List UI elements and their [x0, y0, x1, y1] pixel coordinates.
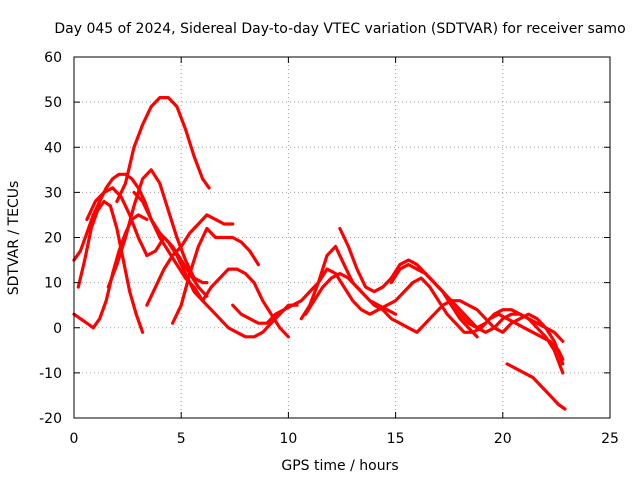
y-tick-label: 50: [44, 95, 62, 111]
series-arc-o: [415, 267, 565, 375]
series-arc-j: [231, 267, 565, 361]
series-arc-c: [76, 199, 145, 334]
series-arc-h: [132, 190, 290, 339]
y-tick-label: 40: [44, 140, 62, 156]
chart-title: Day 045 of 2024, Sidereal Day-to-day VTE…: [54, 21, 625, 37]
y-tick-label: 10: [44, 276, 62, 292]
series-arc-i: [171, 226, 260, 325]
y-tick-label: -10: [39, 366, 62, 382]
series-arc-d: [85, 186, 209, 298]
x-tick-label: 20: [494, 431, 512, 447]
y-tick-label: 30: [44, 185, 62, 201]
x-tick-label: 5: [177, 431, 186, 447]
axis-ticks: 0 5 10 15 20 25 -20 -10 0 10 20 30 40 50 60: [39, 50, 619, 447]
y-tick-label: -20: [39, 411, 62, 427]
x-axis-label: GPS time / hours: [281, 458, 398, 474]
y-tick-label: 60: [44, 50, 62, 66]
x-tick-label: 10: [279, 431, 297, 447]
y-axis-label: SDTVAR / TECUs: [6, 181, 22, 296]
x-tick-label: 0: [70, 431, 79, 447]
y-tick-label: 20: [44, 231, 62, 247]
x-tick-label: 15: [387, 431, 405, 447]
series-arc-m: [338, 226, 479, 339]
data-series: [72, 95, 567, 411]
series-arc-k: [299, 244, 398, 321]
y-tick-label: 0: [53, 321, 62, 337]
series-arc-a: [72, 172, 299, 339]
series-arc-p: [505, 362, 567, 411]
series-arc-l: [304, 272, 565, 366]
x-tick-label: 25: [601, 431, 619, 447]
grid-lines: [74, 57, 610, 418]
series-arc-f: [115, 95, 211, 203]
series-arc-e: [106, 168, 209, 289]
series-arc-g: [145, 213, 235, 307]
